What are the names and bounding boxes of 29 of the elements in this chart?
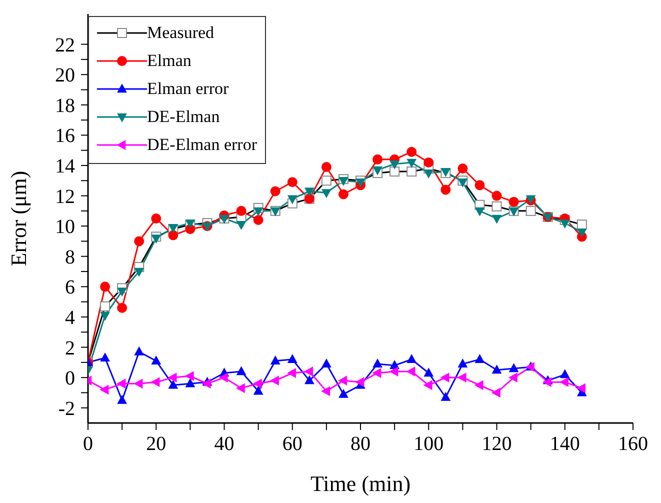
x-tick-label: 80 [350,433,370,455]
y-tick-label: 22 [55,34,75,56]
x-tick-label: 0 [83,433,93,455]
x-tick-label: 40 [214,433,234,455]
y-tick-label: 4 [65,306,75,329]
x-tick-label: 160 [618,433,648,455]
x-tick-label: 60 [282,433,302,455]
y-tick-label: 18 [55,94,75,117]
y-tick-label: 20 [55,64,75,87]
legend-label: Elman error [147,79,229,99]
x-tick-label: 100 [414,433,444,455]
x-axis-title: Time (min) [310,471,411,496]
y-axis-title: Error (μm) [6,170,31,266]
legend-label: DE-Elman [147,107,220,127]
x-tick-label: 20 [146,433,166,455]
y-tick-label: -2 [58,398,75,420]
y-tick-label: 0 [65,368,75,390]
legend-label: DE-Elman error [147,135,257,155]
y-tick-label: 2 [65,337,75,360]
x-tick-label: 140 [550,433,580,455]
y-tick-label: 12 [55,186,75,208]
y-tick-label: 8 [65,246,75,268]
y-tick-label: 16 [55,125,75,148]
y-tick-label: 14 [55,155,75,178]
x-tick-label: 120 [482,433,512,455]
legend-label: Measured [147,23,214,43]
y-tick-label: 6 [65,276,75,299]
legend-label: Elman [147,51,192,71]
y-tick-label: 10 [55,216,75,238]
